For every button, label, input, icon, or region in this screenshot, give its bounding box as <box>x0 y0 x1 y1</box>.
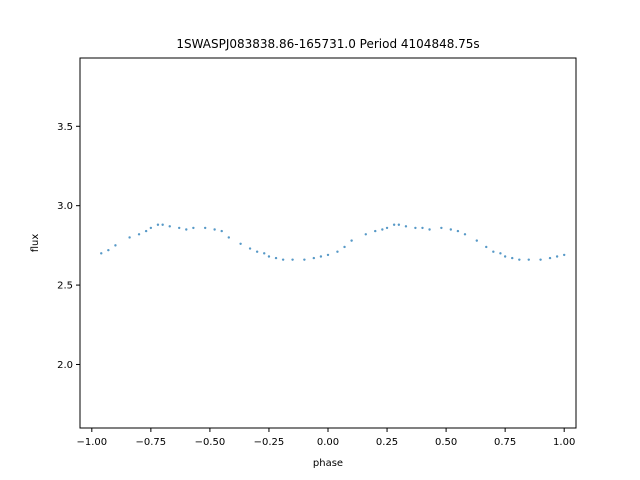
data-point <box>107 248 110 252</box>
data-point <box>364 233 367 236</box>
data-point <box>128 236 131 239</box>
data-point <box>312 256 316 260</box>
x-tick-label: −0.50 <box>195 437 226 448</box>
x-tick-label: 0.25 <box>376 437 398 448</box>
data-point <box>203 226 207 230</box>
x-tick-label: 0.75 <box>494 437 516 448</box>
data-point <box>350 239 353 242</box>
data-point <box>404 225 408 228</box>
data-point <box>255 250 259 253</box>
data-point <box>511 256 514 260</box>
data-point <box>161 223 164 226</box>
data-point <box>492 250 495 253</box>
y-tick-label: 2.0 <box>57 360 73 371</box>
data-point <box>100 252 103 255</box>
data-point <box>456 229 460 233</box>
data-point <box>414 226 417 230</box>
x-axis-ticks: −1.00 −0.75 −0.50 −0.25 0.00 0.25 0.50 0.75 1.00 <box>76 428 575 448</box>
y-tick-label: 3.0 <box>57 201 73 212</box>
data-point <box>149 226 153 230</box>
x-tick-label: 0.00 <box>317 437 339 448</box>
data-point <box>220 229 223 233</box>
data-point <box>156 223 160 226</box>
data-point <box>440 226 443 230</box>
y-tick-label: 3.5 <box>57 122 73 133</box>
data-point <box>518 258 521 261</box>
data-point <box>178 226 181 230</box>
data-point <box>144 229 148 233</box>
plot-frame <box>79 57 577 429</box>
data-point <box>374 229 377 233</box>
data-point <box>319 255 323 258</box>
data-point <box>485 245 488 249</box>
data-point <box>239 242 242 245</box>
data-point <box>343 245 346 249</box>
data-point <box>381 228 384 231</box>
y-tick-label: 2.5 <box>57 281 73 292</box>
data-point <box>385 226 389 230</box>
data-point <box>114 244 117 247</box>
data-point <box>267 255 271 258</box>
data-point <box>192 226 195 230</box>
data-point <box>428 228 431 231</box>
data-point <box>499 252 502 255</box>
data-point <box>397 223 401 226</box>
data-point <box>392 223 396 226</box>
data-point <box>185 228 188 231</box>
data-points <box>100 223 566 261</box>
x-axis-label: phase <box>313 458 343 469</box>
data-point <box>248 247 252 250</box>
data-point <box>475 239 478 242</box>
data-point <box>463 233 467 236</box>
data-point <box>227 236 230 239</box>
data-point <box>274 256 278 260</box>
data-point <box>303 258 306 261</box>
data-point <box>449 228 453 231</box>
data-point <box>539 258 542 261</box>
y-axis-ticks: 2.0 2.5 3.0 3.5 <box>57 122 80 371</box>
chart-title: 1SWASPJ083838.86-165731.0 Period 4104848… <box>176 37 479 51</box>
x-tick-label: −1.00 <box>76 437 107 448</box>
data-point <box>168 225 171 228</box>
data-point <box>137 233 141 236</box>
data-point <box>527 258 530 261</box>
data-point <box>562 253 566 257</box>
data-point <box>555 255 559 258</box>
data-point <box>503 255 507 258</box>
data-point <box>213 228 216 231</box>
data-point <box>326 253 330 257</box>
y-axis-label: flux <box>30 234 41 253</box>
x-tick-label: 0.50 <box>435 437 457 448</box>
data-point <box>281 258 285 261</box>
x-tick-label: −0.25 <box>254 437 285 448</box>
data-point <box>263 252 266 255</box>
data-point <box>291 258 294 261</box>
data-point <box>336 250 339 253</box>
data-point <box>548 256 552 260</box>
data-point <box>421 226 424 230</box>
x-tick-label: −0.75 <box>136 437 167 448</box>
x-tick-label: 1.00 <box>553 437 575 448</box>
